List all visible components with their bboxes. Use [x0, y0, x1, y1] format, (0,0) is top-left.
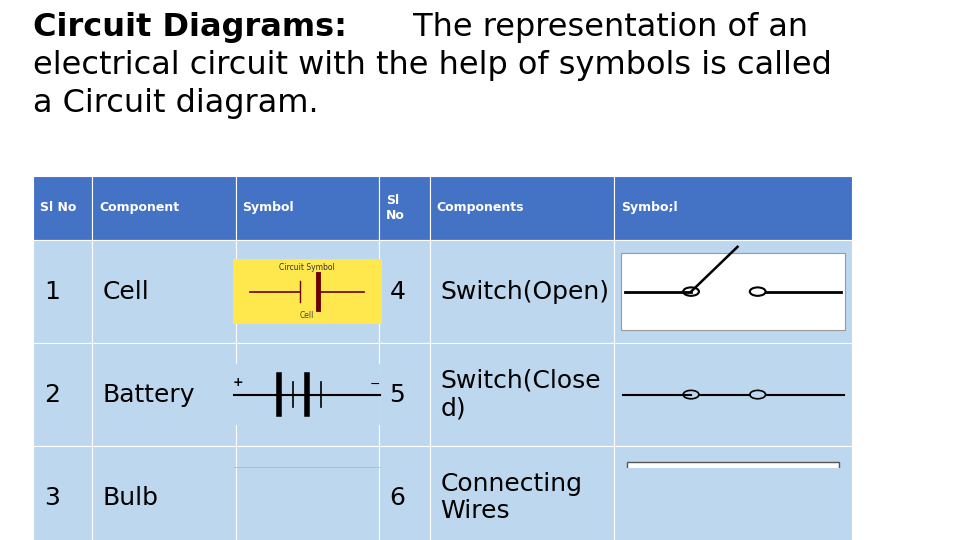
- Text: Circuit Symbol: Circuit Symbol: [279, 262, 335, 272]
- Bar: [614, 446, 852, 540]
- Text: The representation of an: The representation of an: [403, 12, 808, 43]
- Text: Components: Components: [437, 201, 524, 214]
- Text: Circuit Diagrams:: Circuit Diagrams:: [34, 12, 348, 43]
- Bar: [235, 446, 379, 540]
- Bar: [232, 259, 382, 325]
- Text: Component: Component: [99, 201, 180, 214]
- Text: electrical circuit with the help of symbols is called
a Circuit diagram.: electrical circuit with the help of symb…: [34, 12, 832, 119]
- Bar: [234, 467, 380, 528]
- Bar: [621, 253, 846, 330]
- Text: −: −: [370, 378, 380, 391]
- Bar: [34, 240, 92, 343]
- Bar: [614, 176, 852, 240]
- Bar: [235, 343, 379, 446]
- Text: 4: 4: [390, 280, 405, 303]
- Text: Symbol: Symbol: [243, 201, 295, 214]
- Text: Cell: Cell: [103, 280, 150, 303]
- Bar: [92, 176, 235, 240]
- Bar: [34, 446, 92, 540]
- Text: Connecting
Wires: Connecting Wires: [441, 471, 582, 523]
- Bar: [379, 176, 430, 240]
- Bar: [92, 240, 235, 343]
- Text: Switch(Open): Switch(Open): [441, 280, 610, 303]
- Text: 3: 3: [44, 485, 60, 510]
- Bar: [430, 176, 614, 240]
- Bar: [430, 240, 614, 343]
- Bar: [234, 467, 380, 528]
- Bar: [235, 176, 379, 240]
- Bar: [92, 446, 235, 540]
- Bar: [627, 462, 839, 534]
- Bar: [379, 343, 430, 446]
- Text: Sl
No: Sl No: [386, 194, 405, 222]
- Bar: [614, 240, 852, 343]
- Bar: [34, 176, 92, 240]
- Bar: [235, 240, 379, 343]
- Text: Cell: Cell: [300, 310, 315, 320]
- Text: +: +: [232, 376, 243, 389]
- Bar: [234, 364, 380, 425]
- Text: Switch(Close
d): Switch(Close d): [441, 369, 601, 421]
- Bar: [379, 446, 430, 540]
- Bar: [430, 446, 614, 540]
- Text: Bulb: Bulb: [103, 485, 158, 510]
- Text: 2: 2: [44, 382, 60, 407]
- Text: Symbo;l: Symbo;l: [621, 201, 678, 214]
- Text: 5: 5: [390, 382, 405, 407]
- Text: 6: 6: [390, 485, 405, 510]
- Bar: [379, 240, 430, 343]
- Text: 1: 1: [44, 280, 60, 303]
- Text: Sl No: Sl No: [40, 201, 77, 214]
- Bar: [34, 343, 92, 446]
- Text: Battery: Battery: [103, 382, 195, 407]
- Bar: [614, 343, 852, 446]
- Bar: [92, 343, 235, 446]
- Bar: [430, 343, 614, 446]
